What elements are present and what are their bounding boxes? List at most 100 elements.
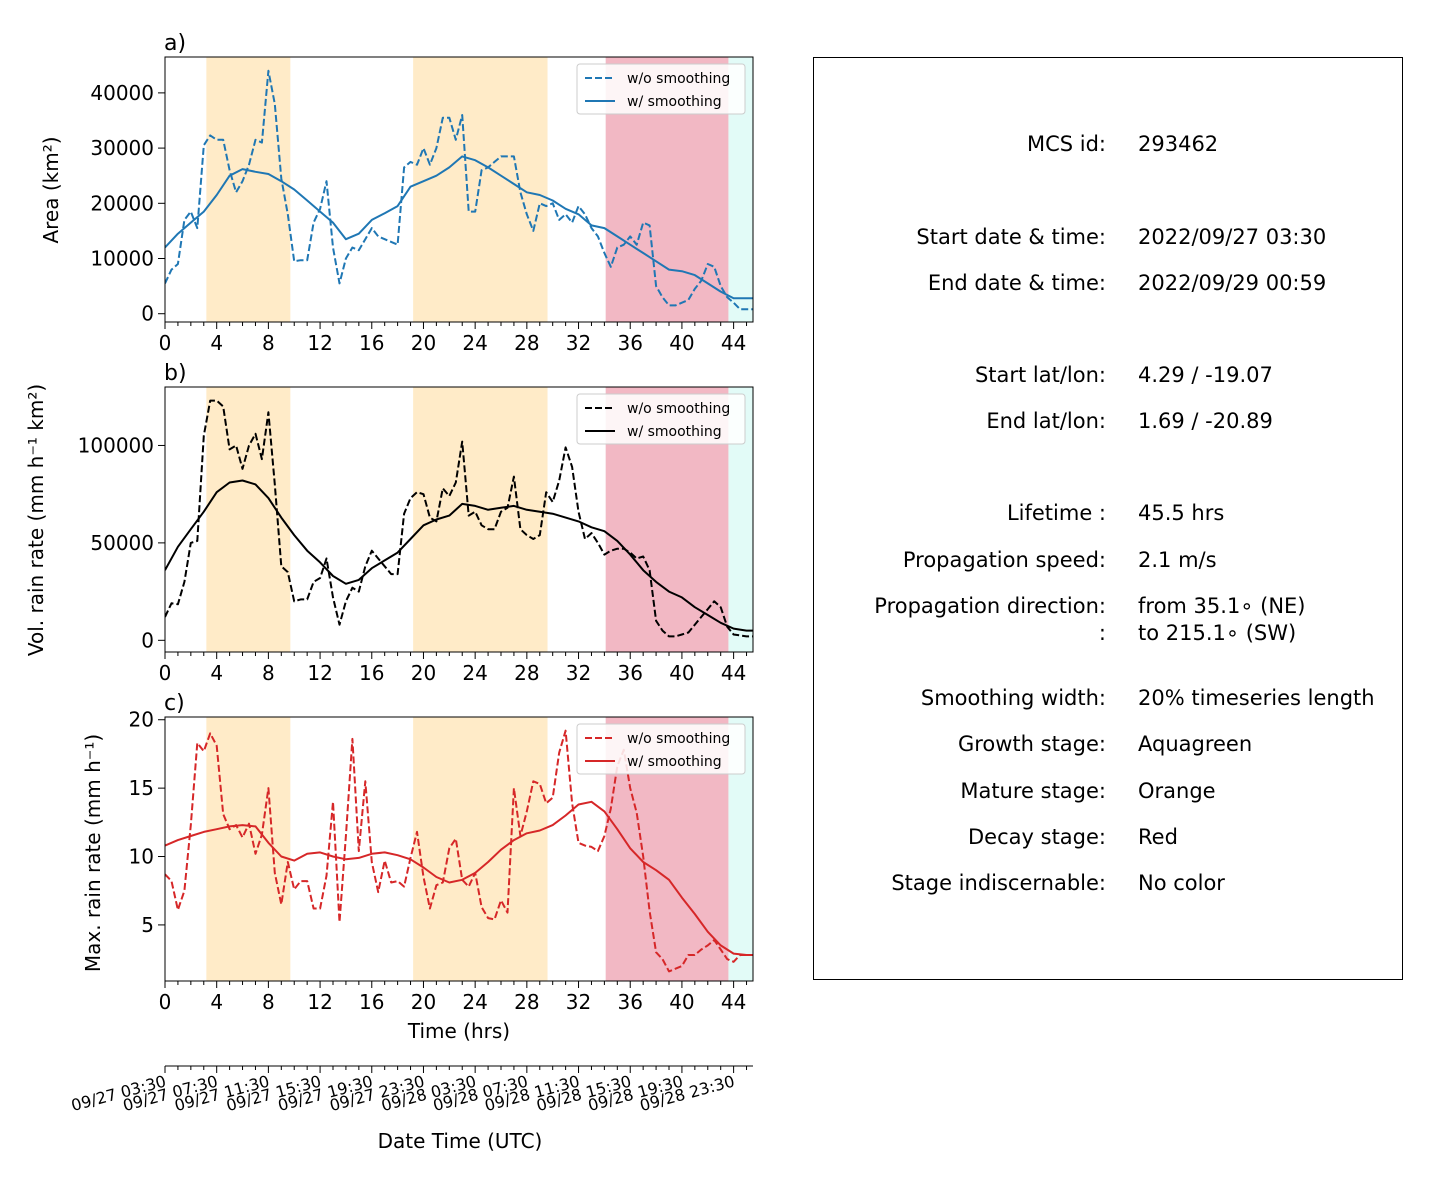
y-tick-label: 100000 — [78, 433, 154, 457]
end-latlon-label: End lat/lon: — [986, 409, 1106, 433]
decay-stage-value: Red — [1138, 825, 1178, 849]
series-group — [165, 69, 753, 311]
mature-stage-value: Orange — [1138, 779, 1216, 803]
smoothing-width-label: Smoothing width: — [920, 686, 1106, 710]
panel-label: b) — [164, 361, 187, 386]
x-tick-label: 32 — [566, 661, 591, 685]
x-tick-label: 44 — [721, 990, 746, 1014]
x-tick-label: 40 — [669, 990, 694, 1014]
y-axis-label: Vol. rain rate (mm h⁻¹ km²) — [24, 384, 48, 656]
plot-frame — [164, 386, 754, 653]
smoothing-width-value: 20% timeseries length — [1138, 686, 1375, 710]
legend-label: w/ smoothing — [627, 424, 722, 440]
legend-label: w/o smoothing — [627, 401, 730, 417]
growth-stage-label: Growth stage: — [957, 732, 1106, 756]
legend-label: w/o smoothing — [627, 731, 730, 747]
stage-band — [413, 57, 548, 322]
panel-c: 0 4 8 12 16 20 24 28 32 36 40 44 5 10 15 20 Max. rain ra… — [81, 691, 754, 1043]
x-tick-label: 12 — [307, 661, 332, 685]
x-tick-label: 44 — [721, 331, 746, 355]
mcs-id-label: MCS id: — [1026, 132, 1106, 156]
start-latlon-label: Start lat/lon: — [974, 363, 1106, 387]
start-time-value: 2022/09/27 03:30 — [1138, 225, 1327, 249]
series-line-smoothed — [165, 155, 753, 300]
y-tick-label: 0 — [141, 628, 154, 652]
series-line-unsmoothed — [165, 729, 753, 973]
series-line-unsmoothed — [165, 69, 753, 311]
x-axis-label: Time (hrs) — [407, 1019, 510, 1043]
series-group — [165, 729, 753, 973]
x-tick-label: 36 — [618, 990, 643, 1014]
stage-band — [206, 57, 291, 322]
x-tick-label: 8 — [262, 990, 275, 1014]
x-tick-label: 20 — [411, 331, 436, 355]
y-tick-label: 5 — [141, 913, 154, 937]
legend-box — [576, 723, 746, 775]
series-line-smoothed — [165, 479, 753, 632]
date-axis-label: Date Time (UTC) — [378, 1129, 543, 1153]
growth-stage-value: Aquagreen — [1138, 732, 1253, 756]
y-tick-label: 30000 — [90, 136, 154, 160]
start-time-label: Start date & time: — [916, 225, 1106, 249]
x-tick-label: 44 — [721, 661, 746, 685]
y-axis-label: Area (km²) — [39, 136, 63, 243]
series-group — [165, 399, 753, 638]
x-tick-label: 0 — [159, 331, 172, 355]
x-tick-label: 32 — [566, 331, 591, 355]
x-tick-label: 20 — [411, 990, 436, 1014]
prop-speed-value: 2.1 m/s — [1138, 548, 1217, 572]
mcs-id-value: 293462 — [1138, 132, 1219, 156]
x-tick-label: 28 — [514, 661, 539, 685]
legend-label: w/ smoothing — [627, 94, 722, 110]
y-tick-label: 20 — [129, 708, 154, 732]
panel-label: a) — [164, 31, 186, 56]
start-latlon-value: 4.29 / -19.07 — [1138, 363, 1273, 387]
x-tick-label: 4 — [210, 990, 223, 1014]
prop-dir-value-2: to 215.1∘ (SW) — [1138, 621, 1297, 645]
y-tick-label: 0 — [141, 302, 154, 326]
info-panel: MCS id: 293462 Start date & time: 2022/0… — [813, 57, 1403, 980]
x-tick-label: 8 — [262, 331, 275, 355]
stage-band — [206, 387, 291, 652]
stage-band — [206, 717, 291, 981]
x-tick-label: 32 — [566, 990, 591, 1014]
x-tick-label: 16 — [359, 990, 384, 1014]
y-tick-label: 10 — [129, 845, 154, 869]
plot-frame — [164, 56, 754, 323]
x-tick-label: 0 — [159, 990, 172, 1014]
y-tick-label: 50000 — [90, 531, 154, 555]
indiscernable-label: Stage indiscernable: — [891, 871, 1106, 895]
panel-label: c) — [164, 691, 185, 716]
legend-label: w/o smoothing — [627, 71, 730, 87]
mature-stage-label: Mature stage: — [960, 779, 1106, 803]
series-line-smoothed — [165, 800, 753, 956]
decay-stage-label: Decay stage: — [968, 825, 1106, 849]
y-tick-label: 40000 — [90, 81, 154, 105]
x-tick-label: 4 — [210, 331, 223, 355]
x-tick-label: 28 — [514, 990, 539, 1014]
x-tick-label: 8 — [262, 661, 275, 685]
x-tick-label: 24 — [462, 990, 487, 1014]
prop-speed-label: Propagation speed: — [902, 548, 1106, 572]
x-tick-label: 16 — [359, 661, 384, 685]
x-tick-label: 0 — [159, 661, 172, 685]
y-axis-label: Max. rain rate (mm h⁻¹) — [81, 734, 105, 972]
x-tick-label: 28 — [514, 331, 539, 355]
indiscernable-value: No color — [1138, 871, 1225, 895]
legend-box — [576, 393, 746, 445]
lifetime-value: 45.5 hrs — [1138, 501, 1225, 525]
y-tick-label: 15 — [129, 776, 154, 800]
plot-frame — [164, 716, 754, 982]
x-tick-label: 40 — [669, 661, 694, 685]
end-latlon-value: 1.69 / -20.89 — [1138, 409, 1273, 433]
y-tick-label: 10000 — [90, 247, 154, 271]
legend-box — [576, 63, 746, 115]
x-tick-label: 36 — [618, 661, 643, 685]
x-tick-label: 16 — [359, 331, 384, 355]
end-time-value: 2022/09/29 00:59 — [1138, 271, 1327, 295]
prop-dir-label-2: : — [1098, 621, 1106, 645]
x-tick-label: 20 — [411, 661, 436, 685]
prop-dir-label: Propagation direction: — [874, 594, 1106, 618]
x-tick-label: 24 — [462, 331, 487, 355]
lifetime-label: Lifetime : — [1006, 501, 1106, 525]
